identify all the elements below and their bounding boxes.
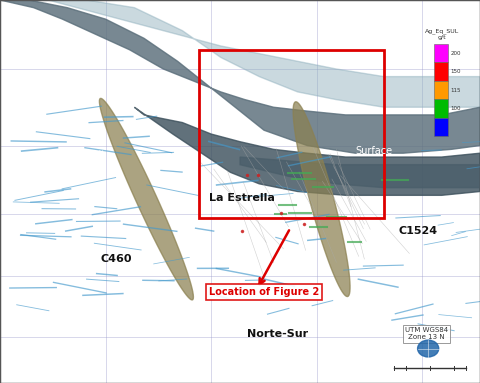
Polygon shape <box>0 0 480 107</box>
Bar <box>434 99 448 118</box>
Text: 150: 150 <box>450 69 461 74</box>
Bar <box>434 44 448 62</box>
Polygon shape <box>0 0 480 153</box>
Text: Norte-Sur: Norte-Sur <box>247 329 308 339</box>
Text: Ag_Eq_SUL
g/t: Ag_Eq_SUL g/t <box>424 29 459 40</box>
Polygon shape <box>99 98 193 300</box>
Text: C1524: C1524 <box>398 226 438 236</box>
Text: La Estrella: La Estrella <box>209 193 275 203</box>
Text: C460: C460 <box>101 254 132 264</box>
Bar <box>199 50 384 218</box>
Text: Surface: Surface <box>355 146 392 156</box>
Text: 115: 115 <box>450 87 461 93</box>
Bar <box>434 81 448 99</box>
Polygon shape <box>134 107 480 195</box>
Text: 200: 200 <box>450 51 461 56</box>
Circle shape <box>418 340 439 357</box>
Text: 100: 100 <box>450 106 461 111</box>
Bar <box>434 118 448 136</box>
Bar <box>434 62 448 81</box>
Polygon shape <box>293 102 350 296</box>
Text: Open pit: Open pit <box>63 150 105 160</box>
Text: UTM WGS84
Zone 13 N: UTM WGS84 Zone 13 N <box>405 327 448 340</box>
Text: Location of Figure 2: Location of Figure 2 <box>209 287 319 297</box>
Polygon shape <box>240 157 480 188</box>
